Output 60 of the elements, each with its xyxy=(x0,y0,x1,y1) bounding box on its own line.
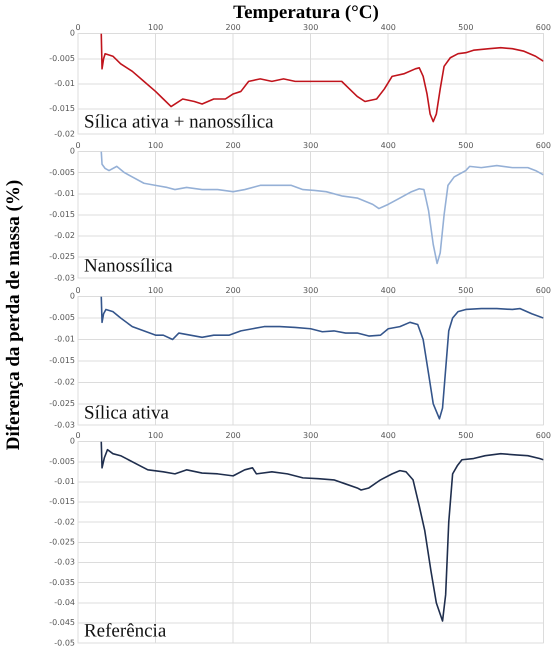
x-tick-label: 600 xyxy=(536,286,552,295)
y-tick-label: -0.05 xyxy=(54,638,75,648)
y-tick-label: 0 xyxy=(70,146,75,156)
y-tick-label: -0.015 xyxy=(49,497,75,506)
x-tick-label: 300 xyxy=(303,22,318,32)
y-tick-label: 0 xyxy=(70,292,75,301)
y-tick-label: -0.01 xyxy=(54,188,75,198)
y-tick-label: 0 xyxy=(70,28,75,38)
y-tick-label: -0.005 xyxy=(49,54,75,63)
y-tick-label: -0.03 xyxy=(54,558,75,567)
y-tick-label: -0.005 xyxy=(49,313,75,322)
x-tick-label: 500 xyxy=(458,22,474,32)
x-tick-label: 200 xyxy=(225,140,241,150)
x-axis-title: Temperatura (°C) xyxy=(232,2,380,24)
y-tick-label: -0.02 xyxy=(54,377,75,386)
y-tick-label: -0.015 xyxy=(49,210,75,219)
y-tick-label: -0.03 xyxy=(54,273,75,282)
y-tick-label: -0.025 xyxy=(49,252,75,262)
x-tick-label: 500 xyxy=(458,430,474,440)
x-tick-label: 400 xyxy=(380,140,396,150)
y-tick-label: -0.015 xyxy=(49,356,75,365)
x-tick-label: 500 xyxy=(458,140,474,150)
x-tick-label: 400 xyxy=(380,286,396,295)
y-tick-label: -0.035 xyxy=(49,578,75,587)
y-tick-label: 0 xyxy=(70,436,75,446)
x-tick-label: 200 xyxy=(225,286,241,295)
annotation: Nanossílica xyxy=(84,256,174,277)
y-axis-title: Diferença da perda de massa (%) xyxy=(3,180,25,450)
x-tick-label: 300 xyxy=(303,286,318,295)
x-tick-label: 100 xyxy=(148,22,164,32)
y-tick-label: -0.02 xyxy=(54,517,75,526)
y-tick-label: -0.04 xyxy=(54,598,75,607)
y-tick-label: -0.02 xyxy=(54,231,75,240)
y-tick-label: -0.005 xyxy=(49,168,75,177)
x-tick-label: 500 xyxy=(458,286,474,295)
x-tick-label: 200 xyxy=(225,430,241,440)
y-tick-label: -0.045 xyxy=(49,618,75,628)
y-tick-label: -0.01 xyxy=(54,334,75,344)
x-tick-label: 600 xyxy=(536,140,552,150)
y-tick-label: -0.005 xyxy=(49,456,75,466)
annotation: Sílica ativa xyxy=(84,402,170,424)
annotation: Sílica ativa + nanossílica xyxy=(84,112,274,133)
x-tick-label: 100 xyxy=(148,286,164,295)
annotation: Referência xyxy=(84,620,167,642)
y-tick-label: -0.025 xyxy=(49,537,75,546)
x-tick-label: 400 xyxy=(380,430,396,440)
y-tick-label: -0.015 xyxy=(49,104,75,114)
x-tick-label: 200 xyxy=(225,22,241,32)
x-tick-label: 600 xyxy=(536,430,552,440)
x-tick-label: 400 xyxy=(380,22,396,32)
y-tick-label: -0.01 xyxy=(54,477,75,486)
y-tick-label: -0.02 xyxy=(54,129,75,138)
y-tick-label: -0.025 xyxy=(49,398,75,408)
x-tick-label: 600 xyxy=(536,22,552,32)
y-tick-label: -0.03 xyxy=(54,420,75,430)
x-tick-label: 100 xyxy=(148,140,164,150)
y-tick-label: -0.01 xyxy=(54,78,75,88)
x-tick-label: 300 xyxy=(303,430,318,440)
x-tick-label: 100 xyxy=(148,430,164,440)
x-tick-label: 300 xyxy=(303,140,318,150)
